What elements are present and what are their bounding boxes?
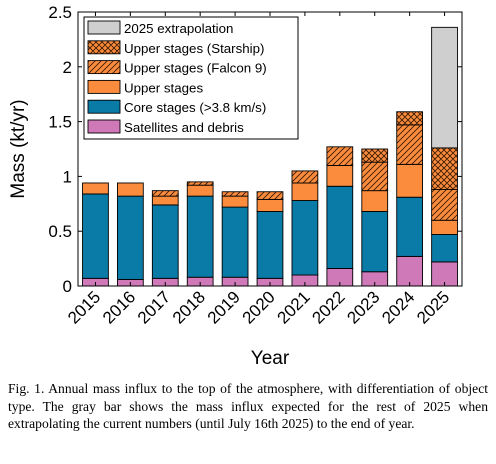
bar-core-2015 — [82, 193, 109, 279]
legend-label-core: Core stages (>3.8 km/s) — [124, 100, 266, 115]
bar-starship-2024 — [396, 111, 424, 126]
x-tick-label: 2025 — [413, 287, 453, 327]
bar-core-2016 — [116, 195, 144, 280]
bar-falcon-2021 — [291, 170, 319, 184]
y-tick-label: 1.5 — [48, 113, 72, 132]
bar-falcon-2025 — [431, 189, 458, 221]
bar-starship-2025 — [431, 147, 458, 190]
bar-upper-2015 — [82, 182, 109, 195]
bar-core-2024 — [396, 196, 424, 257]
x-tick-label: 2021 — [274, 287, 314, 327]
bar-upper-2022 — [326, 164, 354, 187]
bar-falcon-2017 — [151, 190, 179, 197]
bar-falcon-2018 — [186, 181, 214, 186]
bar-core-2022 — [326, 185, 354, 269]
x-tick-label: 2024 — [378, 287, 418, 327]
x-tick-label: 2020 — [239, 287, 279, 327]
bar-core-2019 — [221, 206, 249, 278]
y-axis: 0 0.5 1 1.5 2 2.5 — [48, 3, 462, 296]
bar-upper-2016 — [116, 182, 144, 197]
bar-falcon-2023 — [361, 161, 389, 192]
y-tick-label: 0.5 — [48, 222, 72, 241]
y-tick-label: 0 — [63, 277, 72, 296]
bar-upper-2024 — [396, 163, 424, 198]
bar-upper-2021 — [291, 182, 319, 201]
x-tick-label: 2023 — [343, 287, 383, 327]
legend-swatch-upper — [87, 79, 121, 94]
bar-core-2023 — [361, 211, 389, 273]
legend-swatch-extrap — [87, 20, 121, 35]
bar-starship-2023 — [361, 148, 389, 163]
bar-sat-2024 — [396, 255, 424, 287]
x-tick-label: 2018 — [169, 287, 209, 327]
legend-label-falcon: Upper stages (Falcon 9) — [124, 61, 267, 76]
y-tick-label: 1 — [63, 167, 72, 186]
bar-falcon-2019 — [221, 191, 249, 197]
bar-falcon-2020 — [256, 191, 284, 200]
y-tick-label: 2.5 — [48, 3, 72, 22]
bar-upper-2017 — [151, 195, 179, 206]
bar-upper-2025 — [431, 219, 458, 235]
bar-upper-2020 — [256, 198, 284, 212]
bar-upper-2019 — [221, 195, 249, 208]
y-axis-label: Mass (kt/yr) — [8, 99, 29, 198]
bar-core-2025 — [431, 234, 458, 263]
legend-swatch-starship — [87, 40, 121, 55]
bar-core-2021 — [291, 200, 319, 276]
legend-swatch-core — [87, 99, 121, 114]
legend-swatch-falcon — [87, 60, 121, 75]
bar-falcon-2024 — [396, 124, 424, 165]
legend: 2025 extrapolation Upper stages (Starship… — [83, 16, 299, 140]
x-tick-label: 2017 — [134, 287, 174, 327]
bar-upper-2018 — [186, 184, 214, 197]
bar-core-2018 — [186, 195, 214, 278]
legend-label-sat: Satellites and debris — [124, 120, 244, 135]
bar-upper-2023 — [361, 190, 389, 212]
legend-swatch-sat — [87, 119, 121, 134]
legend-label-starship: Upper stages (Starship) — [124, 41, 264, 56]
x-tick-label: 2022 — [308, 287, 348, 327]
legend-label-upper: Upper stages — [124, 80, 203, 95]
bar-falcon-2022 — [326, 146, 354, 166]
figure-caption: Fig. 1. Annual mass influx to the top of… — [8, 381, 488, 431]
bars-group — [82, 26, 458, 287]
bar-core-2017 — [151, 204, 179, 279]
x-tick-label: 2019 — [204, 287, 244, 327]
x-axis-label: Year — [251, 348, 290, 369]
x-tick-label: 2016 — [99, 287, 139, 327]
legend-label-extrap: 2025 extrapolation — [124, 21, 233, 36]
bar-extrap-2025 — [431, 26, 458, 149]
chart: 00.511.522.5 201520162017201820192020202… — [8, 3, 463, 369]
bar-core-2020 — [256, 211, 284, 279]
y-tick-label: 2 — [63, 58, 72, 77]
legend-box — [83, 16, 299, 140]
